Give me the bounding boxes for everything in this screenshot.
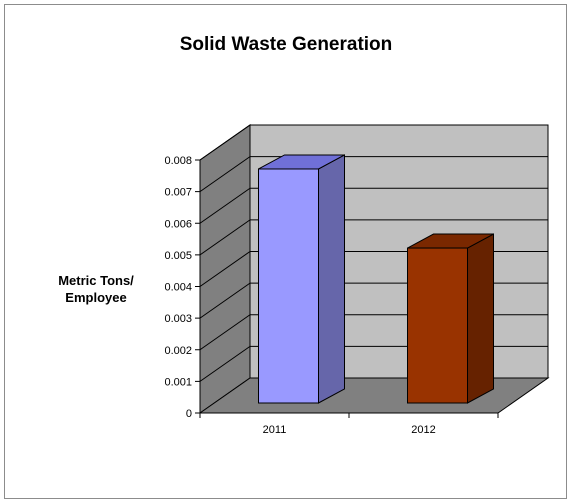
- bar-side: [467, 233, 494, 404]
- y-tick-label: 0: [186, 408, 192, 420]
- y-tick-label: 0.003: [164, 313, 192, 325]
- y-tick-label: 0.006: [164, 218, 192, 230]
- x-axis-ticks: 2011 2012: [199, 413, 499, 436]
- y-axis-label-line-2: Employee: [65, 290, 127, 305]
- gridline-side: [199, 282, 251, 319]
- y-axis: 0 0.001 0.002 0.003 0.004 0.005 0.006 0.007 0.00…: [164, 155, 498, 420]
- chart-title: Solid Waste Generation: [179, 34, 393, 55]
- bar-side: [318, 154, 345, 404]
- y-tick-label: 0.008: [164, 155, 192, 167]
- y-tick-label: 0.002: [164, 345, 192, 357]
- x-tick-label: 2011: [263, 424, 287, 436]
- y-axis-label: Metric Tons/ Employee: [36, 272, 156, 306]
- y-tick-label: 0.007: [164, 187, 192, 199]
- gridline-side: [199, 345, 251, 382]
- y-axis-label-line-1: Metric Tons/: [58, 273, 134, 288]
- y-tick-label: 0.001: [164, 376, 192, 388]
- bar-2012: [407, 233, 494, 404]
- gridline-side: [199, 219, 251, 256]
- plot-walls: [198, 124, 550, 414]
- bar-2011: [258, 154, 345, 404]
- gridline-side: [199, 124, 251, 161]
- y-tick-label: 0.005: [164, 250, 192, 262]
- x-tick-label: 2012: [411, 424, 435, 436]
- floor: [198, 377, 550, 414]
- bar-front: [258, 168, 319, 404]
- bars: [258, 154, 494, 404]
- gridline-side: [199, 314, 251, 351]
- y-tick-label: 0.004: [164, 282, 192, 294]
- gridline-side: [199, 187, 251, 224]
- bar-front: [407, 247, 468, 404]
- gridline-side: [199, 156, 251, 193]
- gridline-side: [199, 251, 251, 287]
